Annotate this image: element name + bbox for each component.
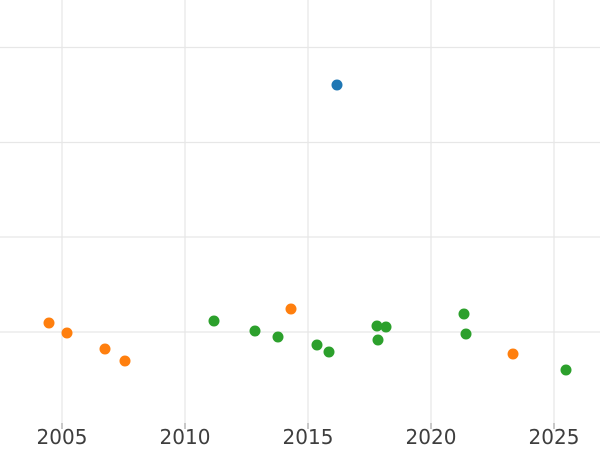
scatter-point-green [249,325,261,337]
scatter-point-orange [61,327,73,339]
scatter-point-orange [507,348,519,360]
scatter-point-blue [331,79,343,91]
scatter-point-orange [43,317,55,329]
x-tick-label: 2025 [529,425,580,449]
scatter-point-green [458,308,470,320]
scatter-point-green [372,334,384,346]
scatter-point-green [380,321,392,333]
scatter-point-green [208,315,220,327]
scatter-point-green [272,331,284,343]
x-tick-label: 2005 [37,425,88,449]
scatter-point-green [323,346,335,358]
x-tick-label: 2020 [406,425,457,449]
scatter-point-green [560,364,572,376]
x-tick-label: 2015 [283,425,334,449]
scatter-point-orange [119,355,131,367]
scatter-point-orange [99,343,111,355]
x-tick-label: 2010 [160,425,211,449]
scatter-point-orange [285,303,297,315]
scatter-point-green [311,339,323,351]
scatter-point-green [371,320,383,332]
scatter-point-green [460,328,472,340]
